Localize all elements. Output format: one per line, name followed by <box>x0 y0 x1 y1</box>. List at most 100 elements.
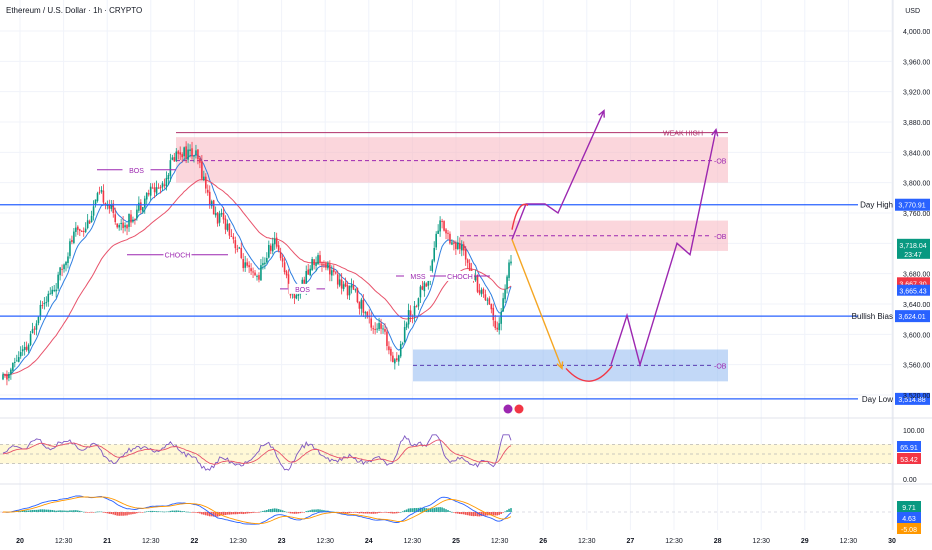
level-price-badge <box>895 310 930 323</box>
candle <box>390 346 392 362</box>
event-flag-icon <box>514 404 524 414</box>
macd-histogram-bar <box>98 511 101 513</box>
candle <box>31 322 34 334</box>
candle <box>508 259 510 282</box>
macd-histogram-bar <box>317 509 319 512</box>
macd-histogram-bar <box>433 507 436 512</box>
macd-histogram-bar <box>155 511 158 512</box>
candle <box>358 301 361 315</box>
macd-histogram-bar <box>159 511 162 513</box>
candle <box>179 146 182 160</box>
candle <box>258 272 260 283</box>
macd-histogram-bar <box>254 512 256 513</box>
candle <box>17 351 20 363</box>
candle <box>252 267 254 279</box>
macd-histogram-bar <box>177 510 180 512</box>
rsi-pane[interactable]: 100.00 0.00 65.91 53.42 <box>0 428 925 484</box>
candle <box>433 241 436 263</box>
price-tick-label: 3,520.00 <box>903 393 930 400</box>
time-tick-label: 22 <box>191 538 199 545</box>
macd-histogram-bar <box>226 512 229 515</box>
time-axis[interactable]: 20 12:30 21 12:30 22 12:30 23 12:30 24 12:30 25 12:… <box>16 538 896 545</box>
level-price-text: 3,770.91 <box>898 203 925 210</box>
macd-histogram-bar <box>55 510 57 512</box>
macd-histogram-bar <box>431 508 434 512</box>
macd-histogram-bar <box>203 512 205 515</box>
candle <box>340 273 343 295</box>
candle <box>417 297 420 310</box>
macd-histogram-bar <box>92 512 95 513</box>
macd-histogram-bar <box>459 512 461 515</box>
candle <box>177 149 180 160</box>
macd-pane[interactable]: 9.71 4.63 -5.08 <box>0 495 921 534</box>
macd-histogram-bar <box>305 511 308 512</box>
rsi-badge-text: 65.91 <box>900 445 918 452</box>
macd-histogram-bar <box>299 512 302 514</box>
candle <box>232 233 235 244</box>
candle <box>336 270 339 289</box>
candle <box>90 210 93 223</box>
macd-histogram-bar <box>285 511 288 513</box>
time-tick-label: 12:30 <box>142 538 160 545</box>
macd-histogram-bar <box>313 509 315 512</box>
order-block-zones: -OB -OB -OB <box>176 137 728 382</box>
macd-histogram-bar <box>423 507 426 512</box>
macd-histogram-bar <box>279 509 282 512</box>
candle <box>455 240 457 255</box>
macd-histogram-bar <box>395 512 398 514</box>
macd-histogram-bar <box>228 512 231 515</box>
candle <box>459 237 461 254</box>
candle <box>315 256 317 272</box>
macd-histogram-bar <box>315 509 317 512</box>
candle <box>240 242 243 260</box>
candle <box>98 186 101 195</box>
macd-histogram-bar <box>498 512 500 515</box>
candlestick-series[interactable] <box>2 141 512 386</box>
macd-histogram-bar <box>289 512 292 514</box>
macd-histogram-bar <box>293 512 296 514</box>
candle <box>100 186 103 194</box>
macd-badge-text: 9.71 <box>902 505 916 512</box>
candle <box>419 284 422 303</box>
candle <box>33 326 36 335</box>
macd-histogram-bar <box>90 512 93 513</box>
time-tick-label: 12:30 <box>316 538 334 545</box>
macd-histogram-bar <box>37 509 40 512</box>
ema-fast-line <box>2 154 512 377</box>
candle <box>61 264 63 277</box>
candle <box>370 312 373 331</box>
macd-histogram-bar <box>124 512 126 516</box>
candle <box>201 155 203 181</box>
macd-histogram-bar <box>358 512 361 514</box>
candle <box>88 219 91 225</box>
candle <box>126 223 128 236</box>
candle <box>266 252 268 265</box>
macd-histogram-bar <box>205 512 207 516</box>
macd-histogram-bar <box>25 510 28 512</box>
macd-histogram-bar <box>189 511 191 513</box>
macd-histogram-bar <box>311 509 313 512</box>
candle <box>27 343 30 354</box>
price-tick-label: 4,000.00 <box>903 29 930 36</box>
candle <box>346 281 349 300</box>
macd-histogram-bar <box>201 512 203 515</box>
candle <box>228 223 231 240</box>
candle <box>388 341 390 355</box>
candle <box>185 141 187 164</box>
macd-badge <box>897 512 921 523</box>
macd-histogram-bar <box>269 508 272 512</box>
event-flash-icon <box>503 404 513 414</box>
macd-histogram-bar <box>77 510 79 512</box>
candle <box>478 283 481 296</box>
candle <box>372 325 374 334</box>
macd-histogram-bar <box>69 510 71 512</box>
candle <box>84 222 87 234</box>
candle <box>331 265 333 282</box>
macd-histogram-bar <box>380 512 382 513</box>
candle <box>360 297 363 316</box>
macd-histogram-bar <box>354 512 357 513</box>
projection-path <box>610 129 717 368</box>
zone-label: -OB <box>714 159 727 166</box>
candle <box>462 241 465 256</box>
